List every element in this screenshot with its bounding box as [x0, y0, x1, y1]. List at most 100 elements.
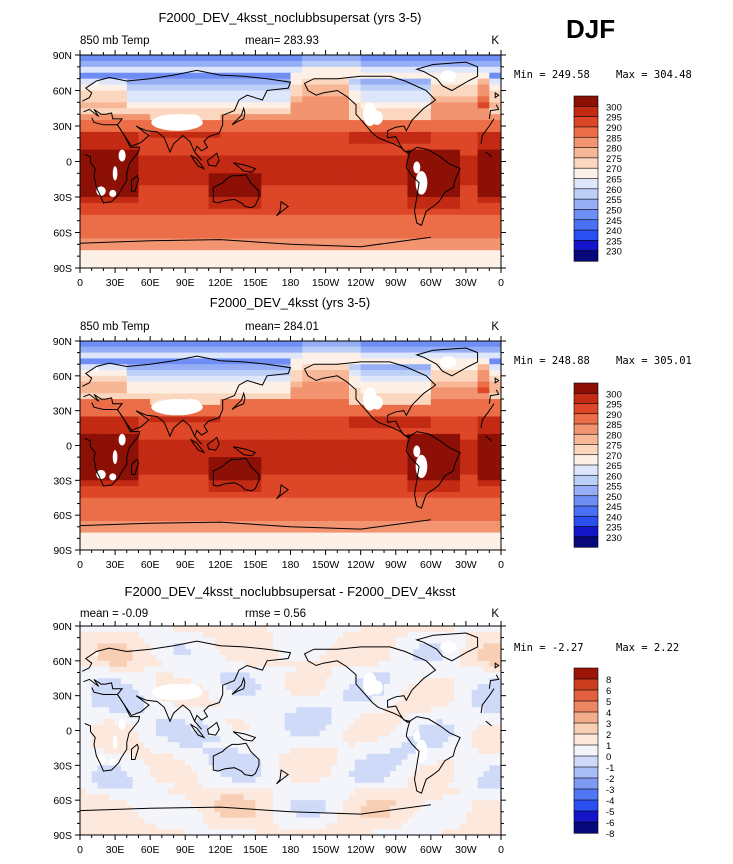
colorbar-label: 300 — [606, 389, 622, 400]
colorbar-box — [573, 219, 599, 231]
lat-tick-label: 30S — [53, 192, 72, 204]
missing-data-region — [96, 469, 106, 480]
colorbar-label: 285 — [606, 133, 622, 144]
colorbar-label: -2 — [606, 774, 614, 785]
colorbar-box — [573, 722, 599, 735]
lon-tick-label: 90W — [385, 559, 407, 571]
lon-tick-label: 150E — [243, 559, 268, 571]
colorbar-label: -8 — [606, 829, 614, 840]
colorbar-label: 280 — [606, 430, 622, 441]
colorbar-label: 295 — [606, 400, 622, 411]
missing-data-region — [371, 110, 383, 125]
colorbar-label: 295 — [606, 113, 622, 124]
colorbar-label: 6 — [606, 686, 611, 697]
colorbar-box — [573, 505, 599, 517]
colorbar-label: 270 — [606, 451, 622, 462]
missing-data-region — [413, 730, 421, 743]
colorbar-label: 0 — [606, 752, 611, 763]
colorbar-box — [573, 454, 599, 466]
panel-title: F2000_DEV_4ksst_noclubbsupersat - F2000_… — [125, 584, 456, 599]
colorbar-box — [573, 126, 599, 138]
missing-data-region — [109, 189, 117, 197]
colorbar-label: 285 — [606, 420, 622, 431]
coastline-americasS — [405, 146, 461, 227]
colorbar-box — [573, 95, 599, 107]
colorbar-box — [573, 209, 599, 221]
coastline-americasN — [303, 361, 437, 438]
colorbar-label: 270 — [606, 164, 622, 175]
lat-tick-label: 0 — [66, 157, 72, 169]
colorbar-box — [573, 157, 599, 169]
coastline-japan — [231, 106, 246, 126]
missing-data-region — [96, 186, 106, 196]
panel-units-label: K — [491, 321, 499, 333]
coastline-uk — [494, 377, 500, 384]
lon-tick-label: 150W — [312, 559, 340, 571]
colorbar-label: 250 — [606, 205, 622, 216]
colorbar-label: 245 — [606, 216, 622, 227]
missing-data-region — [96, 754, 106, 765]
colorbar-box — [573, 413, 599, 425]
panel-center-label: mean= 283.93 — [245, 35, 319, 47]
lat-tick-label: 30S — [53, 475, 72, 487]
colorbar-box — [573, 147, 599, 159]
colorbar-label: 8 — [606, 675, 611, 686]
max-label: Max = 2.22 — [616, 642, 679, 654]
coastline-borneo — [206, 721, 220, 736]
panel-title: F2000_DEV_4ksst (yrs 3-5) — [210, 295, 370, 310]
colorbar-label: 2 — [606, 730, 611, 741]
coastline-nz — [276, 200, 290, 217]
coastline-sumatra — [189, 723, 206, 739]
lat-tick-label: 30N — [53, 691, 72, 703]
lon-tick-label: 60E — [141, 559, 160, 571]
colorbar-box — [573, 423, 599, 435]
colorbar-box — [573, 711, 599, 724]
colorbar-label: 4 — [606, 708, 611, 719]
missing-data-region — [118, 433, 126, 446]
colorbar-box — [573, 167, 599, 180]
colorbar-box — [573, 433, 599, 446]
missing-data-region — [440, 356, 457, 368]
colorbar-box — [573, 700, 599, 713]
colorbar-label: 3 — [606, 719, 611, 730]
colorbar-label: 240 — [606, 226, 622, 237]
lon-tick-label: 120W — [347, 559, 375, 571]
colorbar-box — [573, 536, 599, 548]
lat-tick-label: 0 — [66, 441, 72, 453]
lat-tick-label: 90S — [53, 263, 72, 275]
contour-field — [80, 55, 501, 268]
colorbar-box — [573, 198, 599, 211]
lat-tick-label: 30N — [53, 406, 72, 418]
colorbar-label: 275 — [606, 441, 622, 452]
lat-tick-label: 60N — [53, 86, 72, 98]
max-label: Max = 304.48 — [616, 69, 692, 81]
season-label: DJF — [566, 14, 616, 44]
colorbar-box — [573, 116, 599, 128]
coastline-africa — [84, 117, 495, 204]
lon-tick-label: 150E — [243, 277, 268, 289]
lon-tick-label: 150W — [312, 844, 340, 856]
missing-data-region — [413, 161, 421, 174]
coastline-americasS — [405, 431, 461, 509]
missing-data-region — [112, 166, 118, 181]
coastline-newguinea — [232, 446, 257, 457]
min-label: Min = -2.27 — [514, 642, 584, 654]
missing-data-region — [181, 684, 201, 694]
lat-tick-label: 60N — [53, 656, 72, 668]
colorbar-box — [573, 188, 599, 200]
coastline-japan — [231, 391, 246, 410]
colorbar-box — [573, 464, 599, 476]
coastline-greenland — [415, 632, 479, 662]
map-panel-2: 90N 60N 30N 0 30S 60S 90S 0 30E 60E 90E 120E 150E 180… — [53, 295, 692, 571]
colorbar-box — [573, 106, 599, 118]
panel-title: F2000_DEV_4ksst_noclubbsupersat (yrs 3-5… — [158, 10, 421, 25]
lat-tick-label: 0 — [66, 726, 72, 738]
lon-tick-label: 0 — [498, 559, 504, 571]
coastline-australia — [212, 173, 260, 209]
colorbar-box — [573, 229, 599, 241]
coastline-greenland — [415, 347, 479, 377]
colorbar-box — [573, 474, 599, 487]
missing-data-region — [440, 641, 457, 653]
missing-data-region — [118, 149, 126, 162]
colorbar-label: -5 — [606, 807, 614, 818]
